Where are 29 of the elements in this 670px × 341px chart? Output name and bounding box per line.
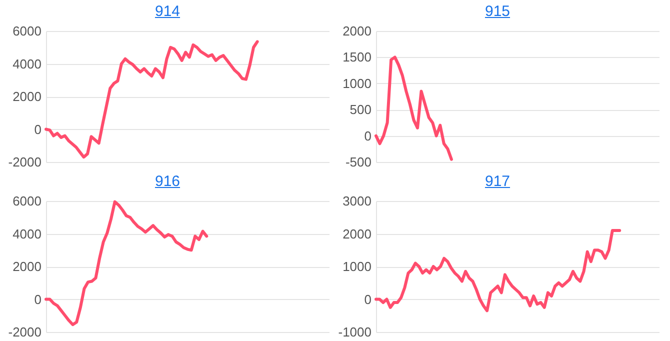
y-tick-label: 2000	[12, 89, 42, 104]
y-tick-label: 0	[364, 128, 372, 144]
y-tick-label: -500	[345, 154, 372, 170]
chart-title: 917	[484, 172, 512, 192]
y-tick-label: 2000	[12, 259, 42, 274]
y-tick-label: 4000	[12, 56, 42, 72]
line-series	[374, 228, 622, 312]
chart-title: 915	[484, 2, 512, 22]
chart-title: 914	[154, 2, 182, 22]
y-tick-label: 1000	[342, 259, 372, 274]
y-tick-label: 0	[34, 292, 42, 307]
y-tick-label: 1000	[342, 76, 372, 91]
y-tick-label: 2000	[342, 226, 372, 242]
line-series	[44, 40, 259, 159]
y-tick-label: 500	[350, 102, 372, 118]
line-series	[44, 200, 208, 326]
y-tick-label: 0	[364, 292, 372, 307]
y-tick-label: 3000	[342, 194, 372, 208]
y-tick-label: 6000	[12, 24, 42, 38]
chart-title: 916	[154, 172, 182, 192]
y-tick-label: -2000	[8, 324, 42, 340]
y-tick-label: -1000	[338, 324, 372, 340]
line-series	[374, 56, 453, 161]
y-tick-label: -2000	[8, 154, 42, 170]
y-tick-label: 1500	[342, 50, 372, 65]
y-tick-label: 4000	[12, 226, 42, 242]
y-tick-label: 2000	[342, 24, 372, 38]
y-tick-label: 6000	[12, 194, 42, 208]
y-tick-label: 0	[34, 122, 42, 137]
